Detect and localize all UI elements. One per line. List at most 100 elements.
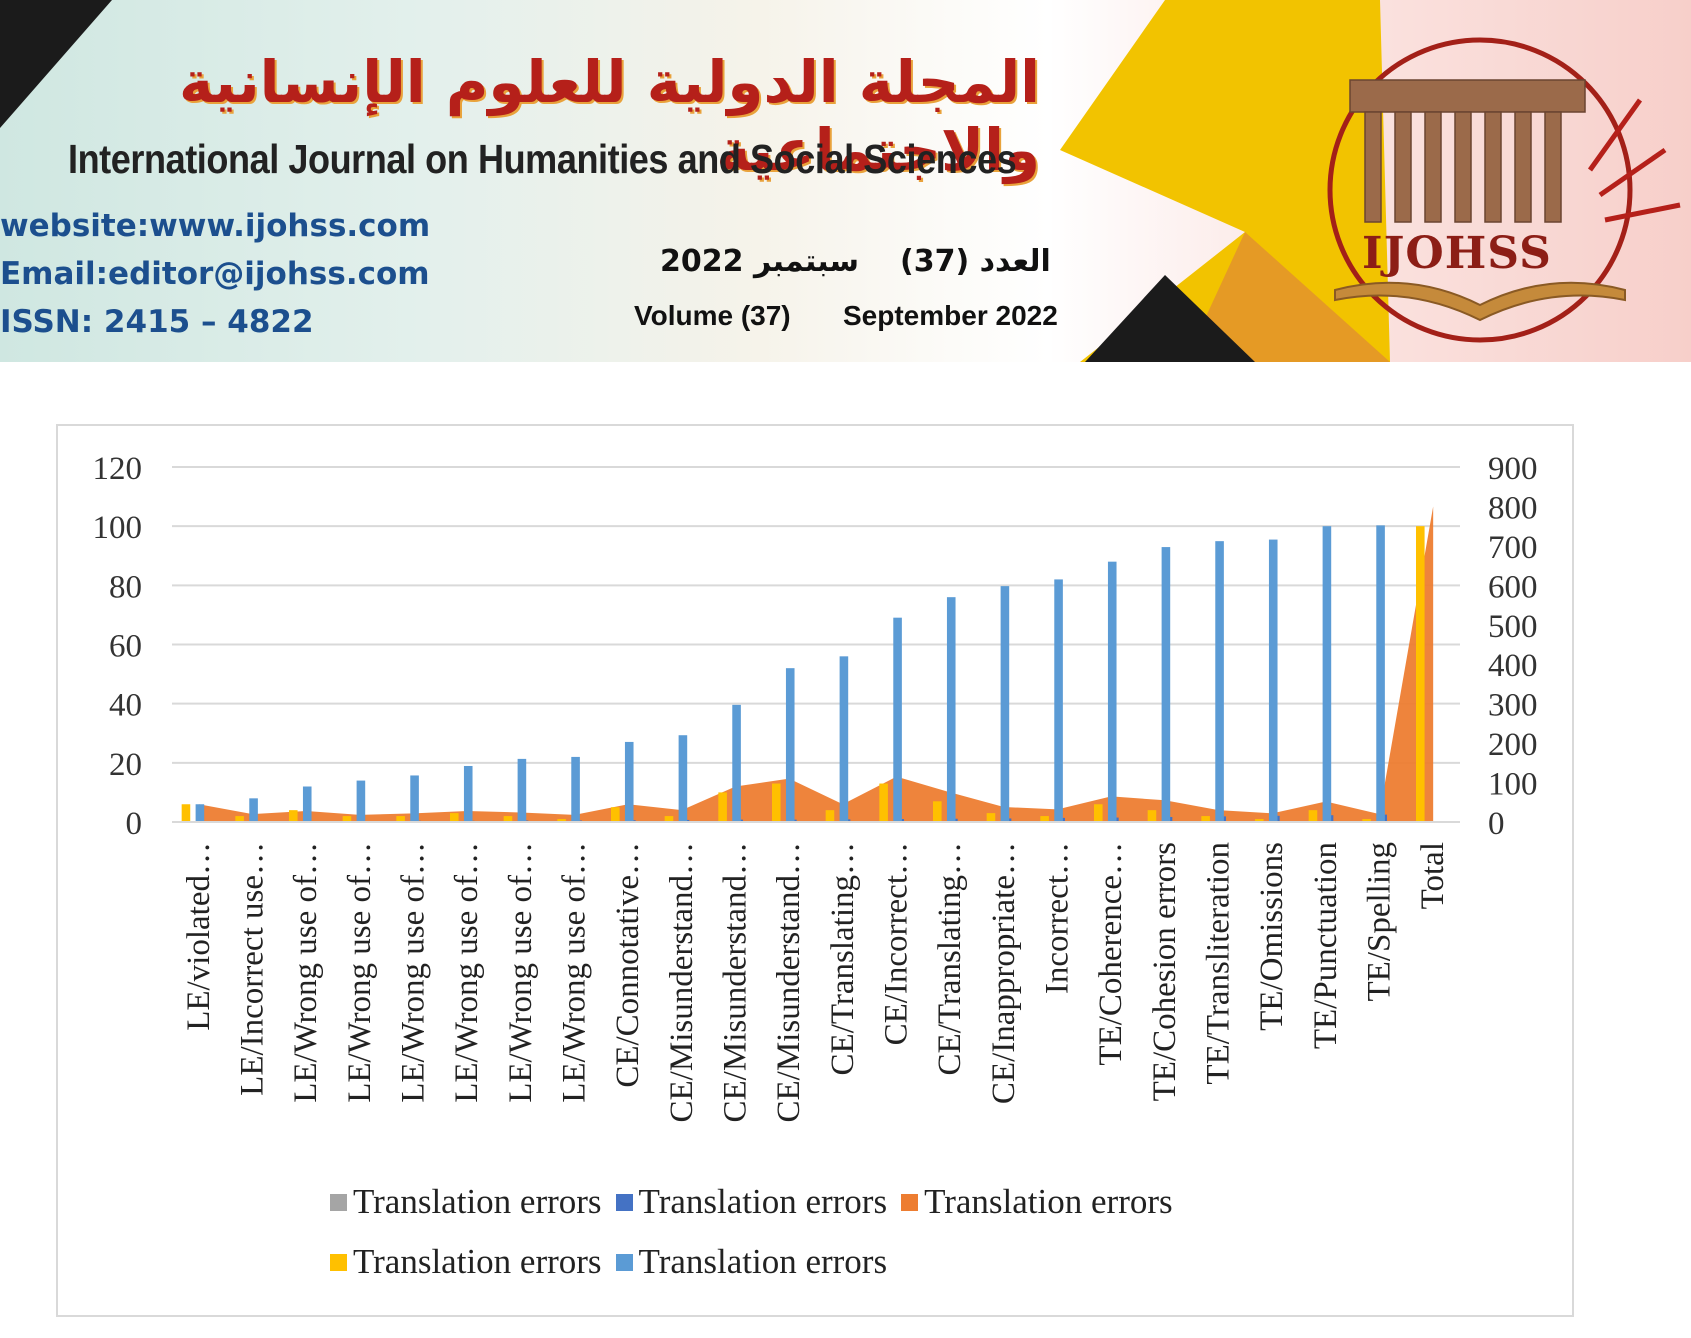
x-category-label: TE/Transliteration [1201, 842, 1237, 1085]
bar [181, 804, 191, 822]
bar [1362, 819, 1371, 822]
chart-legend: Translation errors Translation errors Tran… [330, 1172, 1330, 1292]
bar [235, 816, 244, 822]
journal-arabic-title: المجلة الدولية للعلوم الإنسانية والاجتما… [179, 48, 1040, 184]
x-category-label: LE/Incorrect use… [235, 842, 271, 1096]
bar [557, 819, 566, 822]
bar [1201, 816, 1210, 822]
bar [1000, 586, 1010, 822]
legend-label: Translation errors [638, 1242, 888, 1281]
x-category-label: CE/Translating… [932, 842, 968, 1075]
bar [1308, 810, 1318, 822]
bar [771, 783, 781, 822]
x-category-label: TE/Omissions [1254, 842, 1290, 1031]
bar [1415, 526, 1425, 822]
bar [1040, 816, 1049, 822]
x-category-label: TE/Cohesion errors [1147, 842, 1183, 1101]
bar [449, 813, 459, 822]
series-area-orange [198, 506, 1434, 822]
y-right-tick-label: 500 [1488, 609, 1538, 645]
bar [624, 741, 634, 822]
bar [1268, 539, 1278, 822]
x-category-label: TE/Spelling [1362, 842, 1398, 1002]
y-right-tick-label: 0 [1488, 806, 1505, 842]
bar [893, 617, 902, 822]
banner-black-corner-left [0, 0, 112, 128]
x-category-label: CE/Connotative… [610, 842, 646, 1088]
legend-label: Translation errors [924, 1182, 1173, 1221]
x-category-label: LE/Wrong use of… [288, 842, 324, 1103]
logo-text: IJOHSS [1362, 228, 1552, 279]
bar [664, 816, 674, 822]
x-category-label: TE/Punctuation [1308, 842, 1344, 1049]
bar [288, 810, 298, 822]
legend-swatch [901, 1193, 919, 1211]
bar [571, 756, 580, 822]
bar [1161, 547, 1171, 822]
bar [610, 807, 620, 822]
y-right-tick-label: 700 [1488, 530, 1538, 566]
legend-label: Translation errors [638, 1182, 888, 1221]
x-category-label: CE/Translating… [825, 842, 861, 1075]
x-category-label: LE/Wrong use of… [342, 842, 378, 1103]
bar [839, 656, 849, 822]
y-right-tick-label: 800 [1488, 490, 1538, 526]
y-right-tick-label: 400 [1488, 648, 1538, 684]
legend-swatch [330, 1253, 347, 1271]
y-left-tick-label: 100 [93, 510, 143, 546]
logo-ring [1327, 37, 1633, 343]
bar [1254, 819, 1264, 822]
banner-decoration [0, 0, 1681, 362]
x-category-label: CE/Incorrect… [879, 842, 915, 1045]
x-category-label: CE/Misunderstand… [664, 842, 700, 1122]
bar [718, 792, 727, 822]
y-right-tick-label: 600 [1488, 569, 1538, 605]
x-category-label: Incorrect… [1040, 842, 1076, 994]
journal-banner: المجلة الدولية للعلوم الإنسانية والاجتما… [0, 0, 1691, 362]
legend-swatch [615, 1253, 633, 1271]
bar [396, 816, 405, 822]
legend-label: Translation errors [353, 1242, 602, 1281]
bar [410, 775, 419, 822]
y-left-tick-label: 0 [126, 806, 143, 842]
issue-date: September 2022 [843, 300, 1058, 331]
y-left-tick-label: 20 [109, 747, 142, 783]
x-category-label: LE/Wrong use of… [396, 842, 432, 1103]
chart-frame [56, 424, 1574, 1317]
bar [463, 765, 473, 822]
legend-swatch [330, 1193, 347, 1211]
y-left-tick-label: 40 [109, 688, 142, 724]
bar [1147, 810, 1157, 822]
bar [503, 816, 513, 822]
banner-orange-triangle [1185, 232, 1390, 362]
x-category-label: CE/Inappropriate… [986, 842, 1022, 1104]
legend-row: Translation errors Translation errors [330, 1232, 1330, 1292]
bar [932, 801, 942, 822]
x-category-label: CE/Misunderstand… [771, 842, 807, 1122]
journal-email: Email:editor@ijohss.com [0, 256, 430, 292]
bar [195, 804, 205, 822]
bar [678, 735, 688, 822]
legend-label: Translation errors [353, 1182, 602, 1221]
open-book-icon [1334, 281, 1626, 322]
y-right-tick-label: 900 [1488, 451, 1538, 487]
y-left-tick-label: 80 [109, 569, 142, 605]
bar [986, 813, 996, 822]
issue-volume: Volume (37) [634, 300, 791, 331]
x-category-label: LE/Wrong use of… [503, 842, 539, 1103]
journal-issn: ISSN: 2415 – 4822 [0, 304, 314, 340]
y-right-tick-label: 100 [1488, 767, 1538, 803]
x-category-label: LE/violated… [181, 842, 217, 1031]
bar [732, 704, 741, 822]
x-category-label: Total [1415, 842, 1451, 909]
bar [879, 783, 888, 822]
bar [1215, 541, 1224, 822]
y-left-tick-label: 120 [93, 451, 143, 487]
legend-item: Translation errors [330, 1242, 602, 1282]
x-category-label: LE/Wrong use of… [557, 842, 593, 1103]
journal-english-title: International Journal on Humanities and … [68, 136, 1017, 182]
bar [342, 816, 352, 822]
bar [302, 786, 312, 822]
legend-row: Translation errors Translation errors Tran… [330, 1172, 1330, 1232]
